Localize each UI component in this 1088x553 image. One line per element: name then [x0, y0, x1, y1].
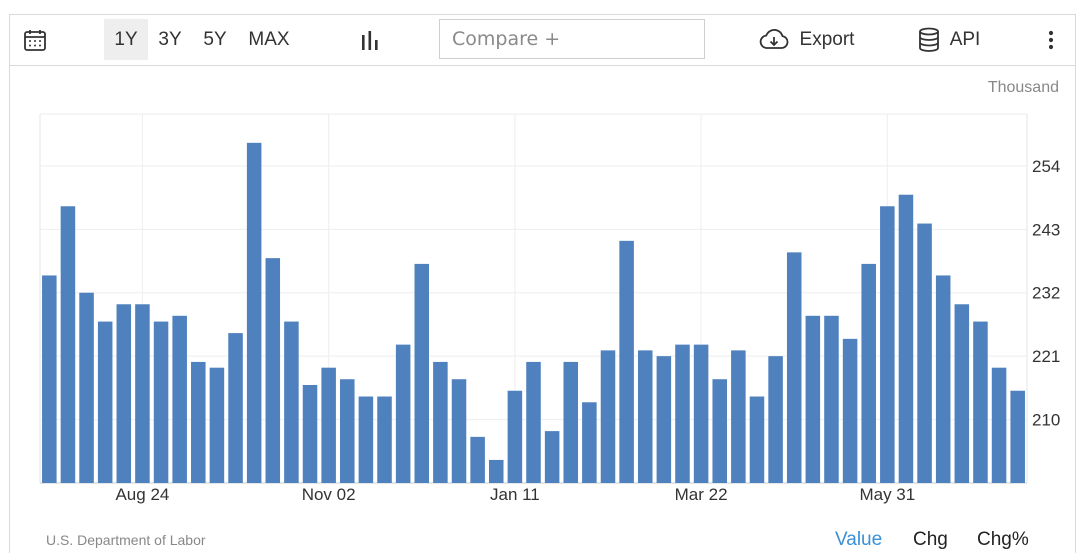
chart-frame — [9, 14, 1076, 553]
y-tick-label: 243 — [1032, 220, 1060, 239]
bar[interactable] — [135, 304, 150, 483]
bar[interactable] — [973, 321, 988, 483]
bar[interactable] — [209, 367, 225, 483]
bar[interactable] — [693, 344, 709, 483]
bar[interactable] — [302, 384, 318, 483]
bar[interactable] — [935, 275, 951, 483]
bar[interactable] — [637, 350, 653, 483]
bar[interactable] — [675, 344, 690, 483]
more-options-button[interactable] — [1039, 14, 1063, 66]
x-tick-label: Jan 11 — [490, 485, 540, 504]
bar[interactable] — [563, 361, 579, 483]
bar[interactable] — [898, 194, 914, 483]
bar[interactable] — [97, 321, 113, 483]
bar[interactable] — [656, 356, 672, 483]
bar[interactable] — [824, 315, 839, 483]
bar[interactable] — [861, 263, 876, 483]
bar[interactable] — [340, 379, 355, 483]
calendar-icon[interactable] — [17, 14, 53, 66]
bar[interactable] — [880, 206, 895, 483]
bar[interactable] — [265, 258, 281, 483]
bar[interactable] — [153, 321, 169, 483]
bar[interactable] — [619, 240, 634, 483]
bar[interactable] — [507, 390, 523, 483]
bar[interactable] — [731, 350, 746, 483]
calendar-icon-glyph — [24, 30, 46, 51]
bar[interactable] — [805, 315, 821, 483]
x-tick-label: May 31 — [859, 485, 915, 504]
bar[interactable] — [544, 431, 560, 483]
bar[interactable] — [60, 206, 76, 483]
x-tick-label: Mar 22 — [675, 485, 728, 504]
bar[interactable] — [433, 361, 448, 483]
y-tick-label: 232 — [1032, 284, 1060, 303]
bar[interactable] — [712, 379, 727, 483]
bar-chart-icon — [362, 31, 378, 50]
bar[interactable] — [395, 344, 411, 483]
y-tick-label: 221 — [1032, 347, 1060, 366]
kebab-menu-icon — [1048, 30, 1054, 50]
tab-change[interactable]: Chg — [913, 529, 948, 550]
y-tick-label: 210 — [1032, 411, 1060, 430]
bar[interactable] — [116, 304, 132, 483]
bar[interactable] — [79, 292, 94, 483]
bar[interactable] — [172, 315, 187, 483]
chart-toolbar: 1Y 3Y 5Y MAX Export API — [9, 14, 1076, 66]
bar[interactable] — [917, 223, 932, 483]
bar[interactable] — [488, 459, 504, 483]
export-button[interactable]: Export — [755, 14, 857, 66]
bar[interactable] — [321, 367, 336, 483]
bar[interactable] — [284, 321, 299, 483]
unit-label: Thousand — [987, 79, 1059, 96]
api-button[interactable]: API — [913, 14, 985, 66]
api-label: API — [949, 29, 981, 50]
compare-input[interactable] — [439, 19, 705, 59]
database-icon — [918, 27, 939, 52]
cloud-download-icon — [759, 29, 788, 49]
bar[interactable] — [582, 402, 597, 483]
bar[interactable] — [768, 356, 783, 483]
bar[interactable] — [749, 396, 765, 483]
y-tick-label: 254 — [1032, 157, 1060, 176]
bar[interactable] — [228, 333, 243, 483]
bar[interactable] — [600, 350, 616, 483]
x-tick-label: Aug 24 — [115, 485, 169, 504]
bar[interactable] — [1010, 390, 1025, 483]
bar[interactable] — [414, 263, 430, 483]
bar[interactable] — [377, 396, 392, 483]
range-5y-button[interactable]: 5Y — [203, 28, 227, 50]
bar[interactable] — [42, 275, 57, 483]
range-3y-button[interactable]: 3Y — [158, 28, 182, 50]
bar[interactable] — [786, 252, 802, 483]
bar[interactable] — [451, 379, 467, 483]
range-max-button[interactable]: MAX — [248, 28, 290, 50]
tab-change-percent[interactable]: Chg% — [977, 529, 1029, 550]
export-label: Export — [799, 29, 855, 50]
bar[interactable] — [526, 361, 541, 483]
bar[interactable] — [191, 361, 206, 483]
tab-value[interactable]: Value — [835, 529, 883, 550]
bar[interactable] — [470, 436, 485, 483]
chart-type-button[interactable] — [355, 14, 385, 66]
bar[interactable] — [991, 367, 1007, 483]
range-1y-button[interactable]: 1Y — [104, 19, 148, 60]
bar[interactable] — [246, 142, 262, 483]
bar[interactable] — [954, 304, 970, 483]
bar[interactable] — [842, 338, 858, 483]
bar[interactable] — [358, 396, 374, 483]
source-label: U.S. Department of Labor — [46, 532, 206, 548]
x-tick-label: Nov 02 — [302, 485, 356, 504]
